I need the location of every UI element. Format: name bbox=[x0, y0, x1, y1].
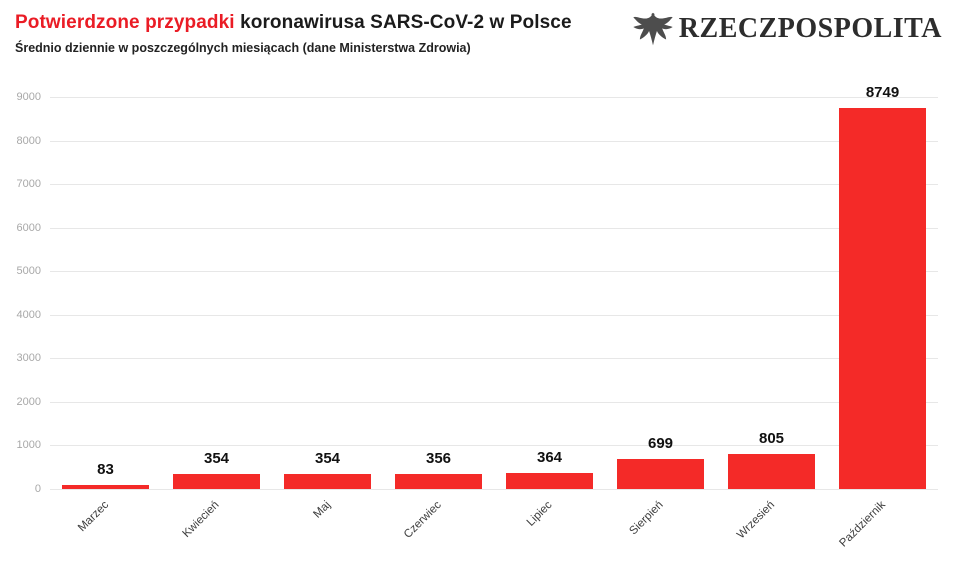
x-tick-label: Czerwiec bbox=[402, 499, 444, 541]
gridline bbox=[50, 184, 938, 186]
bar-value-label: 699 bbox=[647, 434, 674, 452]
bar bbox=[839, 107, 926, 489]
x-tick-label: Październik bbox=[837, 499, 888, 550]
y-tick-label: 0 bbox=[34, 483, 41, 495]
bar-value-label: 354 bbox=[314, 449, 341, 467]
gridline bbox=[50, 314, 938, 316]
y-tick-label: 9000 bbox=[16, 91, 41, 103]
eagle-icon bbox=[632, 8, 674, 50]
page-title: Potwierdzone przypadki koronawirusa SARS… bbox=[15, 12, 572, 34]
title-highlight: Potwierdzone przypadki bbox=[15, 12, 235, 33]
gridline bbox=[50, 489, 938, 490]
y-tick-label: 6000 bbox=[16, 221, 41, 234]
gridline bbox=[50, 358, 938, 360]
gridline bbox=[50, 271, 938, 273]
gridline bbox=[50, 445, 938, 447]
x-tick-label: Lipiec bbox=[525, 499, 555, 529]
bar-value-label: 356 bbox=[425, 449, 452, 467]
gridline bbox=[50, 401, 938, 403]
plot-area: 0 1000 2000 3000 4000 5000 6000 7000 8000 9000 83 M… bbox=[17, 84, 938, 550]
bar bbox=[173, 473, 260, 489]
bar-value-label: 805 bbox=[758, 429, 785, 447]
x-tick-label: Wrzesień bbox=[734, 499, 777, 542]
x-tick-label: Marzec bbox=[75, 499, 111, 535]
bar bbox=[395, 473, 482, 489]
y-tick-label: 8000 bbox=[16, 134, 41, 147]
logo-wordmark: RZECZPOSPOLITA bbox=[678, 13, 942, 44]
y-tick-label: 7000 bbox=[16, 178, 41, 191]
bar-value-label: 8749 bbox=[865, 83, 900, 101]
y-tick-label: 5000 bbox=[16, 265, 41, 278]
bar bbox=[728, 453, 815, 489]
x-tick-label: Sierpień bbox=[627, 499, 666, 538]
bar bbox=[617, 458, 704, 489]
bar bbox=[506, 473, 593, 489]
gridline bbox=[50, 140, 938, 142]
bar bbox=[284, 473, 371, 489]
publisher-logo: RZECZPOSPOLITA bbox=[632, 8, 942, 50]
chart-subtitle: Średnio dziennie w poszczególnych miesią… bbox=[15, 41, 471, 55]
y-tick-label: 2000 bbox=[16, 395, 41, 408]
bar-value-label: 354 bbox=[203, 449, 230, 467]
bar bbox=[62, 485, 149, 489]
y-tick-label: 4000 bbox=[16, 308, 41, 321]
y-tick-label: 3000 bbox=[16, 352, 41, 365]
bar-value-label: 83 bbox=[97, 461, 114, 479]
y-tick-label: 1000 bbox=[16, 439, 41, 452]
x-tick-label: Maj bbox=[311, 499, 333, 521]
gridline bbox=[50, 227, 938, 229]
bar-value-label: 364 bbox=[536, 449, 563, 467]
x-tick-label: Kwiecień bbox=[180, 499, 222, 541]
gridline bbox=[50, 97, 938, 98]
title-rest: koronawirusa SARS-CoV-2 w Polsce bbox=[234, 12, 572, 33]
